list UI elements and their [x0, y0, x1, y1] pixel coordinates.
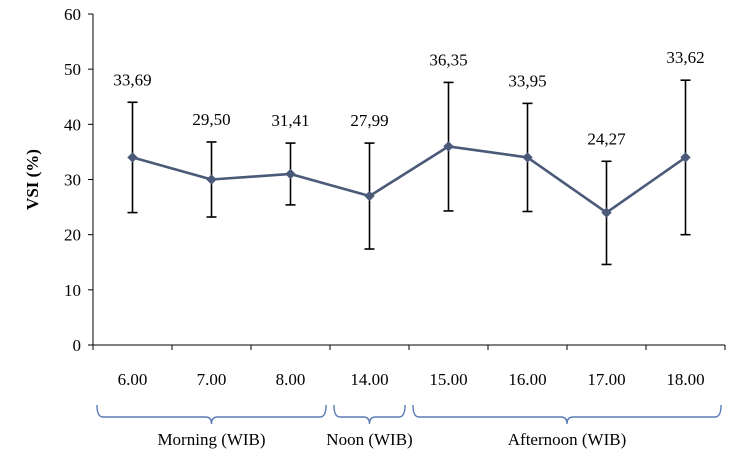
x-tick-label: 18.00	[666, 370, 704, 389]
y-tick-label: 30	[64, 171, 81, 190]
data-point-marker	[443, 141, 454, 152]
x-tick-label: 17.00	[587, 370, 625, 389]
data-point-marker	[680, 152, 691, 163]
data-label: 29,50	[192, 110, 230, 129]
data-label: 33,62	[666, 48, 704, 67]
data-label: 36,35	[429, 50, 467, 69]
x-tick-label: 7.00	[197, 370, 227, 389]
group-bracket	[412, 404, 722, 425]
x-tick-label: 8.00	[276, 370, 306, 389]
group-label: Noon (WIB)	[326, 430, 412, 449]
data-label: 31,41	[271, 111, 309, 130]
y-tick-label: 60	[64, 5, 81, 24]
y-axis-label: VSI (%)	[23, 149, 42, 210]
data-label: 27,99	[350, 111, 388, 130]
y-tick-label: 20	[64, 226, 81, 245]
x-tick-label: 6.00	[118, 370, 148, 389]
data-point-marker	[206, 174, 217, 185]
series-line	[132, 145, 687, 214]
group-label: Morning (WIB)	[157, 430, 265, 449]
data-label: 33,69	[113, 70, 151, 89]
y-tick-label: 10	[64, 281, 81, 300]
group-label: Afternoon (WIB)	[508, 430, 627, 449]
data-point-marker	[364, 190, 375, 202]
y-tick-label: 50	[64, 60, 81, 79]
group-bracket	[96, 404, 327, 425]
data-label: 33,95	[508, 71, 546, 90]
y-tick-label: 40	[64, 115, 81, 134]
x-tick-label: 14.00	[350, 370, 388, 389]
data-label: 24,27	[587, 129, 626, 148]
group-bracket	[333, 404, 406, 425]
x-tick-label: 16.00	[508, 370, 546, 389]
data-point-marker	[601, 207, 612, 218]
x-tick-label: 15.00	[429, 370, 467, 389]
data-point-marker	[285, 168, 296, 180]
data-point-marker	[522, 152, 533, 163]
data-point-marker	[127, 152, 138, 163]
y-tick-label: 0	[73, 336, 82, 355]
